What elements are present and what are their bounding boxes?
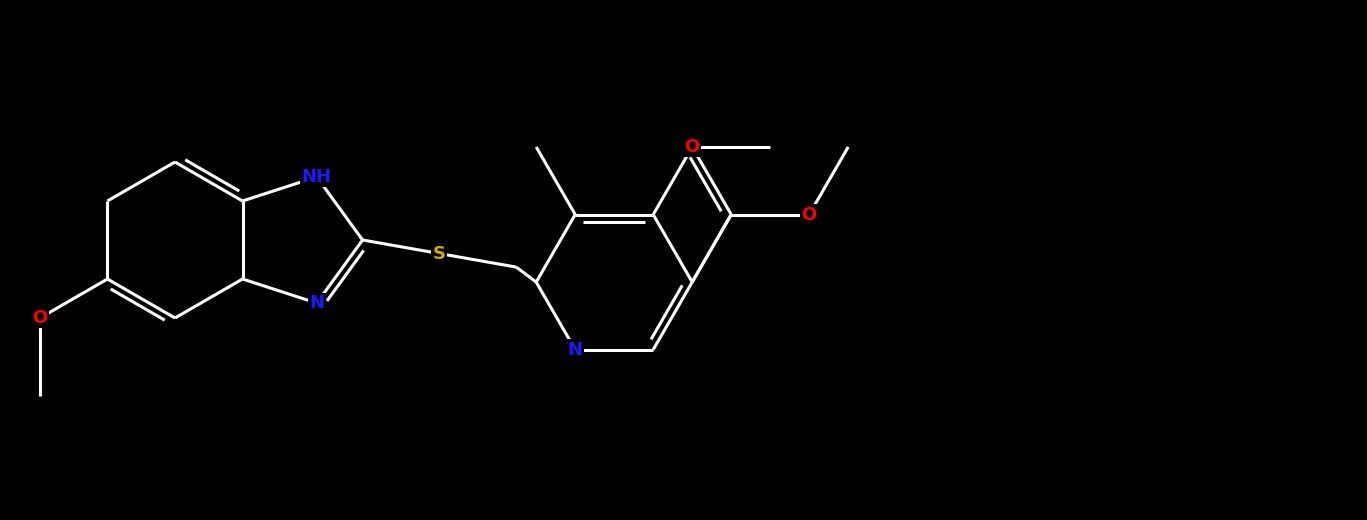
- Text: O: O: [685, 138, 700, 156]
- Text: O: O: [801, 205, 817, 224]
- Text: O: O: [685, 138, 700, 156]
- Text: S: S: [433, 244, 446, 263]
- Text: NH: NH: [302, 168, 332, 186]
- Text: O: O: [33, 309, 48, 327]
- Text: N: N: [309, 294, 324, 312]
- Text: N: N: [567, 341, 582, 359]
